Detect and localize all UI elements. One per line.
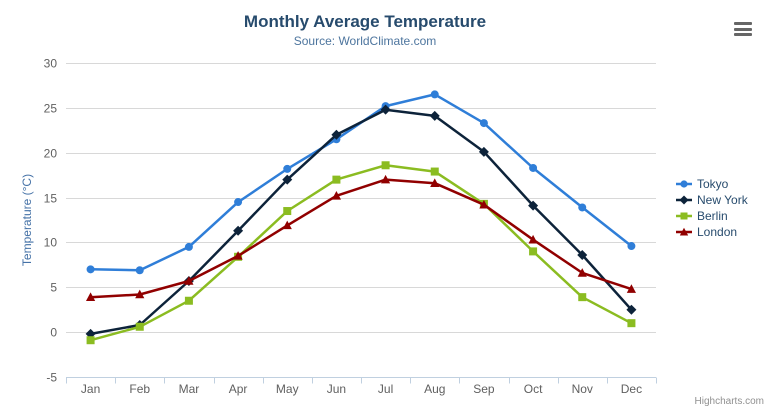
- legend-marker-circle-icon: [676, 180, 692, 188]
- marker-london-feb[interactable]: [135, 289, 145, 299]
- marker-tokyo-sep[interactable]: [479, 119, 488, 128]
- marker-tokyo-dec[interactable]: [627, 242, 636, 251]
- legend-label: London: [697, 225, 738, 239]
- y-tick-label: 5: [50, 281, 57, 295]
- marker-london-nov[interactable]: [577, 268, 587, 277]
- marker-berlin-dec[interactable]: [627, 319, 636, 328]
- legend-item-tokyo[interactable]: Tokyo: [676, 176, 748, 192]
- x-tick-label: Apr: [229, 382, 248, 396]
- x-tick-label: Jan: [81, 382, 100, 396]
- marker-tokyo-jan[interactable]: [86, 265, 95, 274]
- y-tick-label: -5: [46, 371, 57, 385]
- marker-london-jun[interactable]: [331, 190, 342, 200]
- marker-london-may[interactable]: [282, 220, 292, 230]
- marker-london-aug[interactable]: [430, 178, 440, 188]
- y-axis-title: Temperature (°C): [20, 173, 34, 267]
- chart-title: Monthly Average Temperature: [243, 12, 487, 31]
- marker-tokyo-aug[interactable]: [430, 90, 439, 99]
- marker-new-york-jul[interactable]: [380, 104, 391, 115]
- marker-tokyo-apr[interactable]: [234, 198, 243, 207]
- marker-berlin-may[interactable]: [283, 207, 292, 216]
- marker-berlin-aug[interactable]: [430, 167, 439, 176]
- marker-london-apr[interactable]: [233, 251, 243, 260]
- series-line-berlin[interactable]: [89, 164, 633, 342]
- marker-london-oct[interactable]: [528, 234, 538, 244]
- x-tick-label: Sep: [473, 382, 495, 396]
- marker-london-jul[interactable]: [380, 174, 391, 184]
- marker-tokyo-may[interactable]: [283, 164, 292, 173]
- marker-new-york-apr[interactable]: [233, 225, 244, 236]
- hamburger-bar: [734, 33, 752, 36]
- y-tick-label: 30: [44, 57, 58, 71]
- marker-new-york-dec[interactable]: [626, 304, 637, 315]
- legend-item-london[interactable]: London: [676, 224, 748, 240]
- y-tick-label: 25: [44, 102, 58, 116]
- series-line-new-york[interactable]: [89, 108, 633, 336]
- legend: Tokyo New York Berlin London: [676, 176, 748, 240]
- x-tick-label: Feb: [129, 382, 150, 396]
- y-tick-label: 10: [44, 236, 58, 250]
- marker-london-sep[interactable]: [479, 199, 489, 209]
- marker-london-mar[interactable]: [184, 276, 194, 285]
- marker-new-york-nov[interactable]: [577, 249, 588, 260]
- marker-tokyo-feb[interactable]: [135, 266, 144, 275]
- marker-new-york-aug[interactable]: [429, 110, 440, 121]
- legend-label: Berlin: [697, 209, 728, 223]
- marker-london-dec[interactable]: [626, 284, 637, 293]
- legend-item-new-york[interactable]: New York: [676, 192, 748, 208]
- legend-marker-triangle-icon: [676, 227, 692, 236]
- hamburger-bar: [734, 27, 752, 31]
- marker-tokyo-oct[interactable]: [529, 163, 538, 172]
- y-tick-label: 15: [44, 192, 58, 206]
- x-tick-label: Aug: [424, 382, 445, 396]
- series-line-tokyo[interactable]: [89, 93, 633, 272]
- marker-new-york-oct[interactable]: [528, 200, 539, 211]
- marker-london-jan[interactable]: [85, 292, 96, 301]
- legend-label: New York: [697, 193, 748, 207]
- marker-berlin-feb[interactable]: [135, 322, 144, 331]
- marker-tokyo-mar[interactable]: [184, 242, 193, 251]
- marker-new-york-sep[interactable]: [478, 146, 489, 157]
- marker-berlin-oct[interactable]: [529, 247, 538, 256]
- x-tick-label: Jun: [327, 382, 346, 396]
- marker-new-york-may[interactable]: [282, 174, 293, 185]
- x-tick-label: Oct: [524, 382, 543, 396]
- marker-berlin-jan[interactable]: [86, 336, 95, 345]
- legend-marker-square-icon: [676, 212, 692, 220]
- credits-link[interactable]: Highcharts.com: [694, 396, 764, 407]
- x-tick-label: Dec: [621, 382, 642, 396]
- x-tick-label: Jul: [378, 382, 393, 396]
- marker-berlin-jun[interactable]: [332, 175, 341, 184]
- legend-item-berlin[interactable]: Berlin: [676, 208, 748, 224]
- y-tick-label: 0: [50, 326, 57, 340]
- hamburger-menu-icon[interactable]: [732, 20, 754, 38]
- marker-tokyo-nov[interactable]: [578, 203, 587, 212]
- x-tick-label: Nov: [572, 382, 593, 396]
- marker-berlin-nov[interactable]: [578, 293, 587, 302]
- x-tick-label: Mar: [179, 382, 200, 396]
- series-line-london[interactable]: [89, 178, 633, 299]
- legend-label: Tokyo: [697, 177, 729, 191]
- chart-subtitle: Source: WorldClimate.com: [293, 34, 437, 48]
- x-tick-label: May: [276, 382, 299, 396]
- legend-marker-diamond-icon: [676, 195, 692, 205]
- marker-new-york-jun[interactable]: [331, 129, 342, 140]
- hamburger-bar: [734, 22, 752, 25]
- y-tick-label: 20: [44, 147, 58, 161]
- marker-berlin-mar[interactable]: [184, 296, 193, 305]
- marker-berlin-jul[interactable]: [381, 161, 390, 170]
